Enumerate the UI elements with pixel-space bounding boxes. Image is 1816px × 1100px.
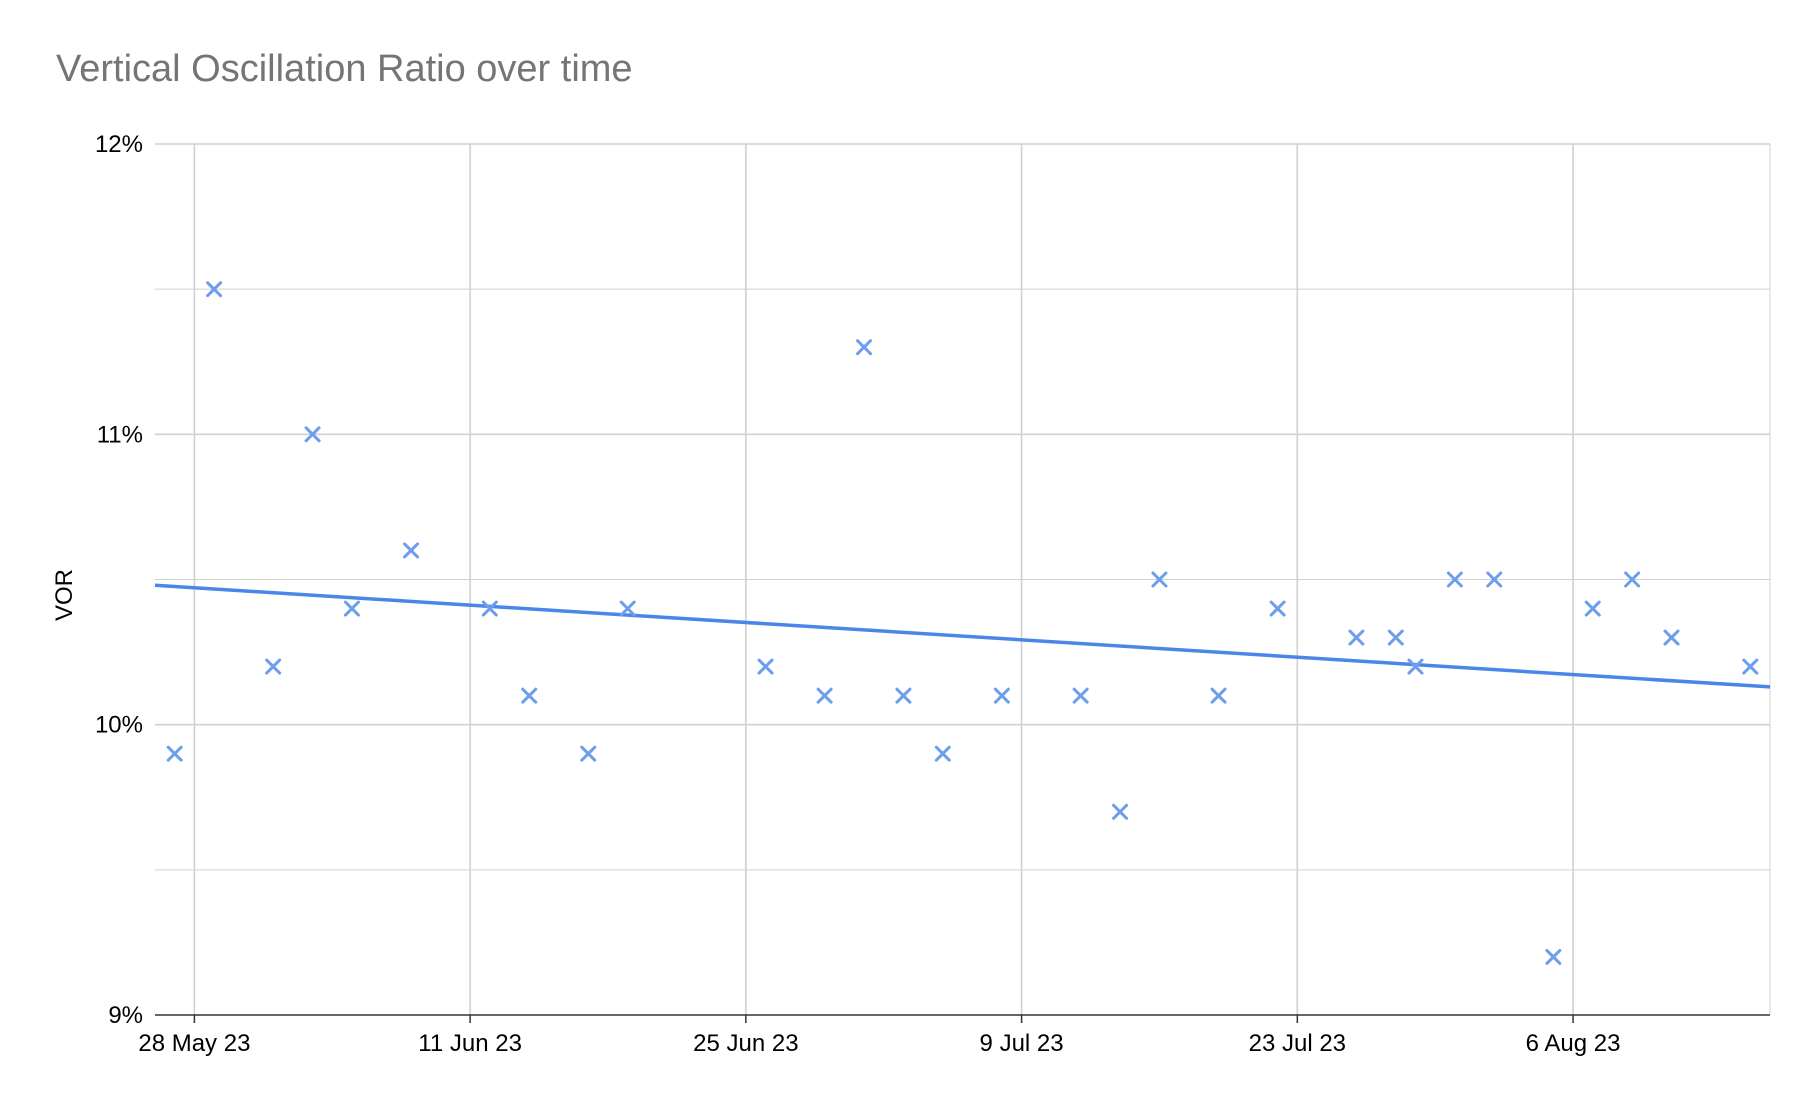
- x-tick-label: 9 Jul 23: [980, 1030, 1064, 1057]
- data-point-x-marker: [757, 658, 774, 675]
- x-tick-label: 28 May 23: [138, 1030, 250, 1057]
- data-point-x-marker: [1446, 571, 1463, 588]
- tick-labels: 9% 10% 11% 12% 28 May 23 11 Jun 23 25 Jun 23 9 …: [95, 131, 1620, 1057]
- data-point-x-marker: [1210, 687, 1227, 704]
- y-tick-label: 11%: [97, 421, 143, 448]
- data-point-x-marker: [580, 745, 597, 762]
- data-point-x-marker: [1387, 629, 1404, 646]
- y-tick-label: 9%: [108, 1002, 143, 1029]
- data-point-x-marker: [206, 281, 223, 298]
- data-point-x-marker: [1072, 687, 1089, 704]
- gridlines: [155, 143, 1771, 1015]
- data-point-x-marker: [816, 687, 833, 704]
- y-tick-label: 12%: [95, 131, 143, 158]
- x-tick-label: 11 Jun 23: [418, 1030, 522, 1057]
- data-point-x-marker: [1663, 629, 1680, 646]
- data-point-x-marker: [1112, 803, 1129, 820]
- data-point-x-marker: [1348, 629, 1365, 646]
- data-point-x-marker: [993, 687, 1010, 704]
- data-point-x-marker: [265, 658, 282, 675]
- data-point-x-marker: [166, 745, 183, 762]
- data-point-x-marker: [1151, 571, 1168, 588]
- data-point-x-marker: [856, 339, 873, 356]
- data-point-x-marker: [521, 687, 538, 704]
- data-point-x-marker: [1742, 658, 1759, 675]
- data-point-x-marker: [619, 600, 636, 617]
- data-point-x-marker: [1545, 948, 1562, 965]
- data-points: [166, 281, 1759, 965]
- x-tick-label: 23 Jul 23: [1249, 1030, 1346, 1057]
- axes: [155, 1014, 1770, 1023]
- data-point-x-marker: [895, 687, 912, 704]
- data-point-x-marker: [343, 600, 360, 617]
- y-tick-label: 10%: [95, 712, 143, 739]
- x-tick-label: 25 Jun 23: [693, 1030, 798, 1057]
- trendline-layer: [154, 583, 1771, 689]
- data-point-x-marker: [1407, 658, 1424, 675]
- y-axis-title: VOR: [51, 569, 78, 621]
- trendline: [154, 583, 1771, 689]
- data-point-x-marker: [304, 426, 321, 443]
- data-point-x-marker: [1269, 600, 1286, 617]
- data-point-x-marker: [934, 745, 951, 762]
- data-point-x-marker: [1584, 600, 1601, 617]
- x-tick-label: 6 Aug 23: [1526, 1030, 1621, 1057]
- data-point-x-marker: [403, 542, 420, 559]
- data-point-x-marker: [1486, 571, 1503, 588]
- data-point-x-marker: [481, 600, 498, 617]
- data-point-x-marker: [1624, 571, 1641, 588]
- chart-title: Vertical Oscillation Ratio over time: [56, 48, 633, 90]
